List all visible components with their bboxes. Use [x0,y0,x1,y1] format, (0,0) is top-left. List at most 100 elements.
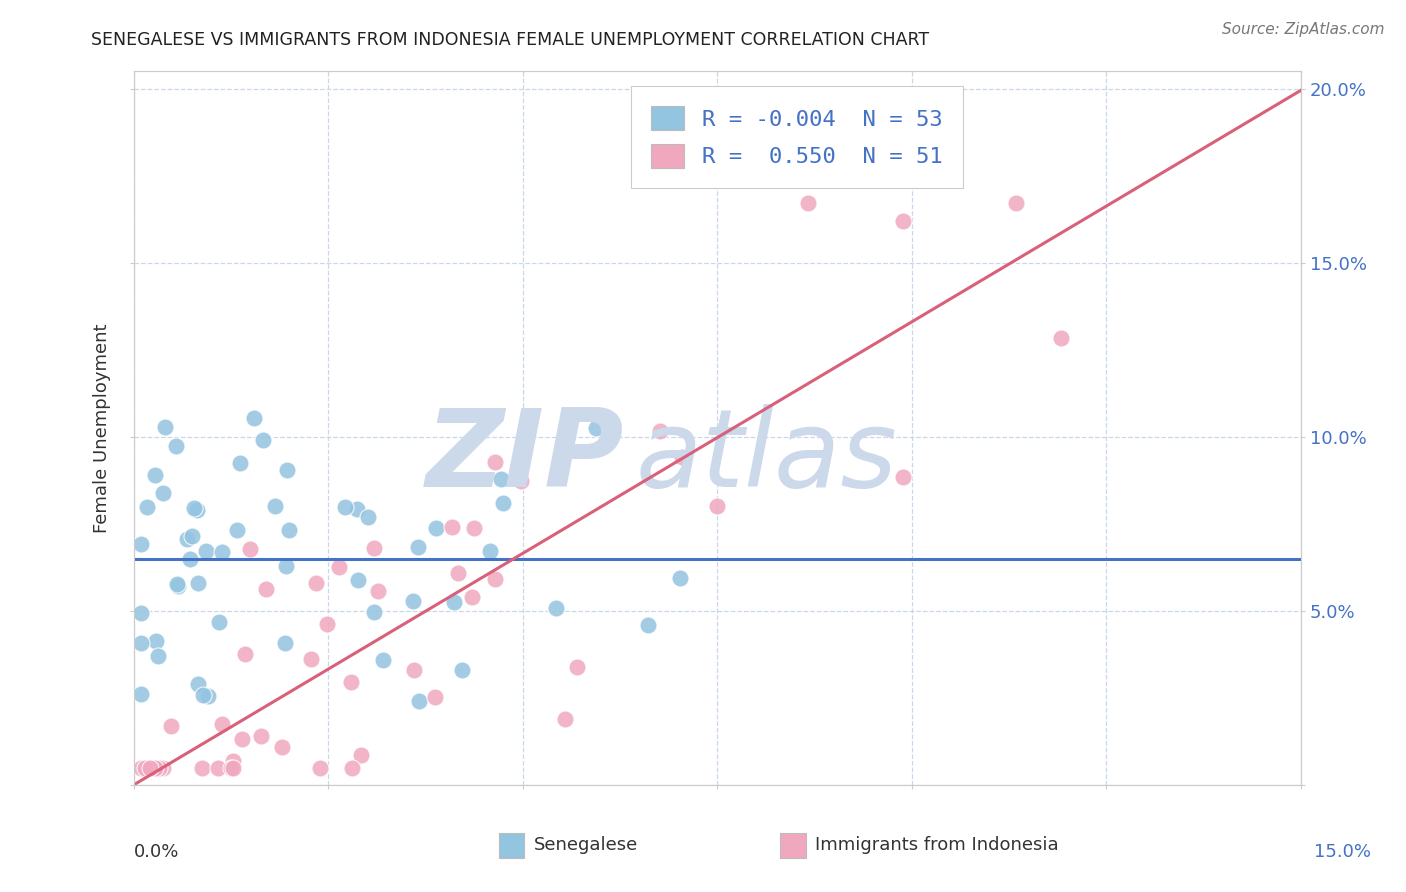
Point [155,420,177,434]
Legend: R = -0.004  N = 53, R =  0.550  N = 51: R = -0.004 N = 53, R = 0.550 N = 51 [631,86,963,188]
Point [706,499,728,513]
Point [451,663,474,677]
Point [152,486,174,500]
Point [671,450,693,465]
Point [349,747,371,762]
Point [891,470,914,484]
Y-axis label: Female Unemployment: Female Unemployment [93,324,111,533]
Point [134,760,156,774]
Point [315,616,337,631]
Point [305,576,328,591]
Point [308,760,330,774]
Point [342,760,364,774]
Point [406,540,429,554]
Point [143,760,166,774]
Point [441,520,464,534]
Text: Source: ZipAtlas.com: Source: ZipAtlas.com [1222,22,1385,37]
Point [131,537,153,551]
Point [367,584,389,599]
Point [277,523,299,537]
Point [1049,330,1071,344]
Point [191,689,214,703]
Point [211,716,233,731]
Point [131,760,153,774]
Point [509,474,531,488]
Point [139,760,162,774]
Point [447,566,470,581]
Point [484,454,506,468]
Point [357,510,380,524]
Point [492,496,515,510]
Point [891,214,914,228]
Point [554,712,576,726]
Point [160,719,183,733]
Point [187,676,209,690]
Point [143,760,166,774]
Point [135,500,157,514]
Point [145,634,167,648]
Point [274,636,297,650]
Point [233,647,256,661]
Point [546,600,568,615]
Point [239,541,262,556]
Point [443,595,465,609]
Point [131,636,153,650]
Point [131,606,153,620]
Point [484,572,506,586]
Point [270,739,292,754]
Point [148,760,170,774]
Point [252,434,274,448]
Point [166,577,188,591]
Point [335,500,357,514]
Point [211,545,233,559]
Point [363,605,385,619]
Point [186,502,208,516]
Point [183,500,205,515]
Point [425,521,447,535]
Point [143,468,166,483]
Point [231,732,253,747]
Point [650,425,672,439]
Point [225,523,247,537]
Point [222,754,245,768]
Point [219,760,242,774]
Text: Immigrants from Indonesia: Immigrants from Indonesia [815,836,1059,854]
Point [425,690,447,704]
Point [222,760,245,774]
Point [167,579,190,593]
Point [585,420,607,434]
Point [347,573,370,587]
Text: atlas: atlas [636,404,897,509]
Point [402,594,425,608]
Point [301,651,323,665]
Point [669,571,692,585]
Point [176,533,198,547]
Point [190,760,212,774]
Point [460,590,482,604]
Text: 0.0%: 0.0% [134,843,179,861]
Point [402,663,425,677]
Text: SENEGALESE VS IMMIGRANTS FROM INDONESIA FEMALE UNEMPLOYMENT CORRELATION CHART: SENEGALESE VS IMMIGRANTS FROM INDONESIA … [91,31,929,49]
Point [274,559,297,574]
Point [565,660,588,674]
Point [179,552,201,566]
Point [187,575,209,590]
Text: Senegalese: Senegalese [534,836,638,854]
Point [146,649,169,664]
Point [250,730,273,744]
Point [478,544,501,558]
Point [254,582,277,596]
Point [489,472,512,486]
Point [181,529,204,543]
Point [373,653,395,667]
Point [276,463,298,477]
Point [796,195,818,210]
Point [340,675,363,690]
Point [143,760,166,774]
Point [346,501,368,516]
Point [242,411,264,425]
Point [207,760,229,774]
Point [328,560,350,574]
Point [637,617,659,632]
Point [197,689,219,703]
